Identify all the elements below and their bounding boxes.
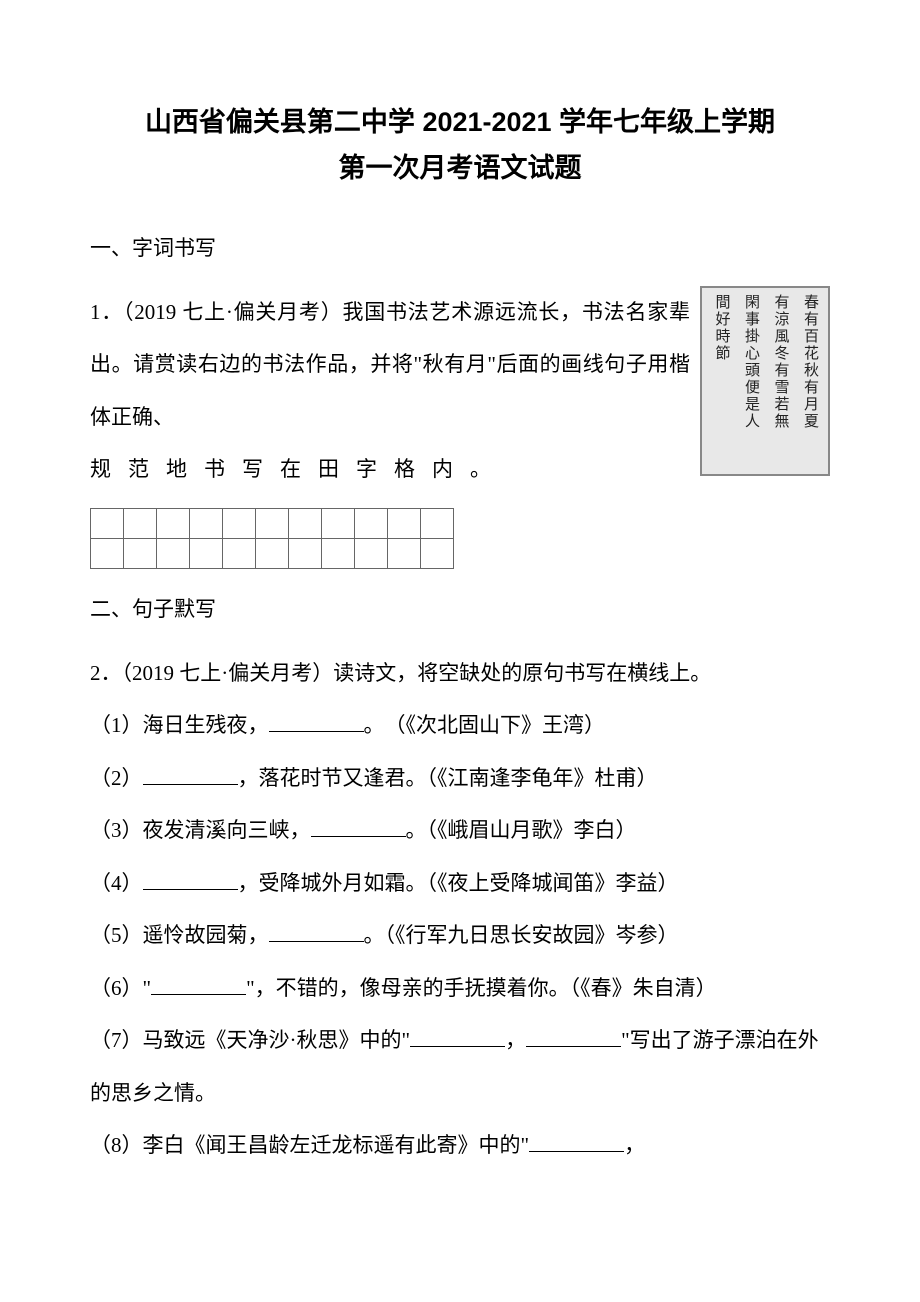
question-1-block: 春有百花秋有月夏 有涼風冬有雪若無 閑事掛心頭便是人 間好時節 1．（2019 …: [90, 286, 830, 496]
calligraphy-column-3: 閑事掛心頭便是人: [741, 294, 761, 468]
fill-blank[interactable]: [143, 867, 238, 890]
grid-cell[interactable]: [190, 538, 223, 568]
calligraphy-image: 春有百花秋有月夏 有涼風冬有雪若無 閑事掛心頭便是人 間好時節: [700, 286, 830, 476]
grid-cell[interactable]: [223, 538, 256, 568]
poem-item-2: （2） ，落花时节又逢君。（《江南逢李龟年》杜甫）: [90, 752, 830, 805]
item-pre: （2）: [90, 766, 143, 790]
grid-cell[interactable]: [322, 538, 355, 568]
item-pre: （3）夜发清溪向三峡，: [90, 818, 311, 842]
title-line-1: 山西省偏关县第二中学 2021-2021 学年七年级上学期: [90, 100, 830, 146]
item-7-pre: （7）马致远《天净沙·秋思》中的": [90, 1028, 410, 1052]
tianzige-grid: [90, 508, 830, 569]
calligraphy-column-4: 間好時節: [711, 294, 731, 468]
grid-row: [91, 508, 454, 538]
item-post: 。（《峨眉山月歌》李白）: [406, 818, 637, 842]
grid-cell[interactable]: [124, 538, 157, 568]
item-post: ，受降城外月如霜。（《夜上受降城闻笛》李益）: [238, 871, 679, 895]
poem-item-7: （7）马致远《天净沙·秋思》中的"，"写出了游子漂泊在外的思乡之情。: [90, 1014, 830, 1119]
section-2-heading: 二、句子默写: [90, 593, 830, 623]
fill-blank[interactable]: [151, 972, 246, 995]
grid-cell[interactable]: [388, 538, 421, 568]
question-2-intro: 2．（2019 七上·偏关月考）读诗文，将空缺处的原句书写在横线上。: [90, 647, 830, 700]
calligraphy-column-2: 有涼風冬有雪若無: [770, 294, 790, 468]
fill-blank[interactable]: [311, 814, 406, 837]
poem-item-1: （1）海日生残夜， 。 （《次北固山下》王湾）: [90, 699, 830, 752]
fill-blank[interactable]: [529, 1129, 624, 1152]
poem-item-8: （8）李白《闻王昌龄左迁龙标遥有此寄》中的" ，: [90, 1119, 830, 1172]
grid-row: [91, 538, 454, 568]
grid-table: [90, 508, 454, 569]
grid-cell[interactable]: [388, 508, 421, 538]
item-pre: （4）: [90, 871, 143, 895]
grid-cell[interactable]: [91, 508, 124, 538]
grid-cell[interactable]: [157, 508, 190, 538]
item-post: ，落花时节又逢君。（《江南逢李龟年》杜甫）: [238, 766, 658, 790]
grid-cell[interactable]: [289, 538, 322, 568]
grid-cell[interactable]: [157, 538, 190, 568]
fill-blank[interactable]: [410, 1024, 505, 1047]
grid-cell[interactable]: [355, 508, 388, 538]
item-8-pre: （8）李白《闻王昌龄左迁龙标遥有此寄》中的": [90, 1133, 529, 1157]
grid-cell[interactable]: [91, 538, 124, 568]
item-pre: （1）海日生残夜，: [90, 713, 269, 737]
title-line-2: 第一次月考语文试题: [90, 146, 830, 192]
grid-cell[interactable]: [223, 508, 256, 538]
item-pre: （6）": [90, 976, 151, 1000]
poem-item-6: （6）" "，不错的，像母亲的手抚摸着你。（《春》朱自清）: [90, 962, 830, 1015]
item-pre: （5）遥怜故园菊，: [90, 923, 269, 947]
section-1-heading: 一、字词书写: [90, 232, 830, 262]
grid-cell[interactable]: [289, 508, 322, 538]
poem-item-3: （3）夜发清溪向三峡， 。（《峨眉山月歌》李白）: [90, 804, 830, 857]
item-post: 。（《行军九日思长安故园》岑参）: [364, 923, 679, 947]
fill-blank[interactable]: [526, 1024, 621, 1047]
fill-blank[interactable]: [143, 762, 238, 785]
item-post: "，不错的，像母亲的手抚摸着你。（《春》朱自清）: [246, 976, 717, 1000]
grid-cell[interactable]: [322, 508, 355, 538]
exam-title: 山西省偏关县第二中学 2021-2021 学年七年级上学期 第一次月考语文试题: [90, 100, 830, 192]
fill-blank[interactable]: [269, 709, 364, 732]
grid-cell[interactable]: [190, 508, 223, 538]
grid-cell[interactable]: [256, 538, 289, 568]
item-post: 。 （《次北固山下》王湾）: [364, 713, 606, 737]
grid-cell[interactable]: [421, 508, 454, 538]
grid-cell[interactable]: [355, 538, 388, 568]
grid-cell[interactable]: [124, 508, 157, 538]
grid-cell[interactable]: [421, 538, 454, 568]
poem-item-5: （5）遥怜故园菊， 。（《行军九日思长安故园》岑参）: [90, 909, 830, 962]
grid-cell[interactable]: [256, 508, 289, 538]
poem-item-4: （4） ，受降城外月如霜。（《夜上受降城闻笛》李益）: [90, 857, 830, 910]
fill-blank[interactable]: [269, 919, 364, 942]
item-7-mid: ，: [505, 1028, 526, 1052]
item-8-post: ，: [624, 1133, 645, 1157]
calligraphy-column-1: 春有百花秋有月夏: [800, 294, 820, 468]
